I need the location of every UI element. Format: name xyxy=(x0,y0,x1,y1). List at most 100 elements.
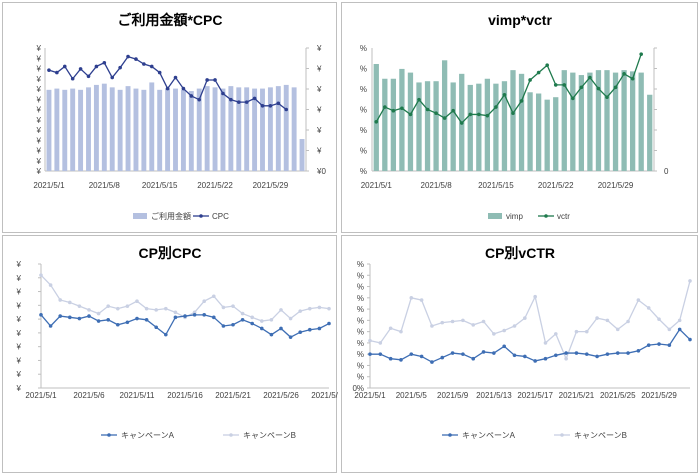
bar-ご利用金額 xyxy=(141,89,147,171)
point-キャンペーンB xyxy=(605,318,610,323)
point-キャンペーンB xyxy=(68,300,72,305)
point-キャンペーンB xyxy=(677,318,682,323)
point-キャンペーンA xyxy=(688,337,692,342)
bar-vimp xyxy=(382,78,388,171)
y-tick-label: % xyxy=(357,328,364,337)
point-キャンペーンB xyxy=(308,306,312,311)
point-キャンペーンA xyxy=(615,351,620,355)
point-キャンペーンB xyxy=(481,319,486,324)
point-キャンペーンA xyxy=(77,316,82,321)
point-キャンペーンA xyxy=(471,356,476,361)
point-キャンペーンA xyxy=(144,318,149,322)
bar-vimp xyxy=(587,72,593,171)
point-キャンペーンA xyxy=(116,322,120,327)
point-キャンペーンA xyxy=(430,360,434,364)
chart-panel-spend-cpc: ご利用金額*CPC ¥ ¥ ¥ ¥ ¥ ¥ ¥ ¥ ¥ ¥ ¥ ¥ ¥ ¥ ¥ ¥ ¥ ¥ ¥ ¥0 2021/5/1 20… xyxy=(2,2,337,233)
y-left-tick-label: % xyxy=(360,44,367,53)
point-vctr xyxy=(400,106,404,111)
x-tick-label: 2021/5/26 xyxy=(263,391,299,400)
point-キャンペーンB xyxy=(502,328,506,333)
y-left-tick-label: % xyxy=(360,147,367,156)
point-キャンペーンB xyxy=(450,319,455,324)
point-CPC xyxy=(110,75,115,80)
y-left-tick-label: ¥ xyxy=(36,147,42,156)
bar-vimp xyxy=(578,75,585,171)
bar-vimp xyxy=(561,70,567,171)
point-キャンペーンA xyxy=(595,354,599,359)
bar-ご利用金額 xyxy=(196,88,202,171)
x-tick-label: 2021/5/5 xyxy=(396,391,428,400)
x-tick-label: 2021/5/8 xyxy=(421,181,453,190)
point-キャンペーンA xyxy=(202,313,206,317)
point-キャンペーンA xyxy=(164,332,168,337)
bar-vimp xyxy=(621,70,627,171)
point-キャンペーンB xyxy=(440,320,445,325)
y-tick-label: % xyxy=(357,339,364,348)
y-left-tick-label: ¥ xyxy=(36,95,42,104)
point-キャンペーンB xyxy=(48,283,53,287)
y-left-tick-label: % xyxy=(360,167,367,176)
point-vctr xyxy=(434,111,438,115)
point-キャンペーンA xyxy=(173,315,178,320)
point-キャンペーンB xyxy=(327,306,331,311)
bar-vimp xyxy=(604,70,610,171)
x-tick-label: 2021/5/1 xyxy=(33,181,65,190)
point-キャンペーンB xyxy=(58,298,62,302)
y-tick-label: % xyxy=(357,260,364,269)
point-vctr xyxy=(519,99,524,103)
line-vctr xyxy=(375,53,642,125)
point-キャンペーンB xyxy=(202,299,206,303)
point-キャンペーンA xyxy=(250,321,254,326)
point-CPC xyxy=(126,54,130,59)
x-tick-label: 2021/5/6 xyxy=(73,391,105,400)
bar-vimp xyxy=(476,83,482,171)
point-キャンペーンA xyxy=(58,314,62,318)
bar-ご利用金額 xyxy=(173,88,178,171)
chart-panel-vimp-vctr: vimp*vctr%%%%%%% 0 2021/5/1 2021/5/8 2021/5/… xyxy=(341,2,698,233)
point-CPC xyxy=(189,94,194,98)
y-tick-label: % xyxy=(357,373,364,382)
point-CPC xyxy=(284,107,289,112)
x-tick-label: 2021/5/21 xyxy=(215,391,251,400)
legend-label: キャンペーンA xyxy=(462,431,516,440)
point-キャンペーンB xyxy=(615,327,620,332)
legend-label: vctr xyxy=(557,212,570,221)
x-tick-label: 2021/5/31 xyxy=(311,391,338,400)
point-vctr xyxy=(639,52,643,56)
point-キャンペーンA xyxy=(512,353,517,358)
point-キャンペーンA xyxy=(327,321,331,326)
chart-title: vimp*vctr xyxy=(488,12,552,28)
bar-ご利用金額 xyxy=(299,139,305,171)
point-キャンペーンB xyxy=(116,306,120,311)
bar-vimp xyxy=(612,72,619,171)
point-CPC xyxy=(47,68,51,72)
bar-ご利用金額 xyxy=(252,88,258,171)
legend-swatch-marker xyxy=(448,433,452,437)
point-vctr xyxy=(553,83,558,87)
point-キャンペーンB xyxy=(667,327,672,332)
point-vctr xyxy=(383,105,387,109)
point-キャンペーンA xyxy=(667,343,672,347)
point-vctr xyxy=(442,116,447,120)
y-tick-label: ¥ xyxy=(16,274,22,283)
point-キャンペーンB xyxy=(298,309,303,313)
point-vctr xyxy=(545,63,549,68)
point-キャンペーンB xyxy=(240,311,245,316)
chart-title: CP別vCTR xyxy=(485,245,555,261)
y-left-tick-label: % xyxy=(360,106,367,115)
bar-vimp xyxy=(595,70,602,171)
point-CPC xyxy=(142,62,146,66)
bar-ご利用金額 xyxy=(283,84,289,171)
point-vctr xyxy=(605,95,609,99)
point-キャンペーンA xyxy=(584,352,589,356)
bar-vimp xyxy=(390,78,397,171)
bar-vimp xyxy=(501,81,508,171)
y-tick-label: ¥ xyxy=(16,384,22,393)
legend-label: ご利用金額 xyxy=(151,211,191,221)
point-キャンペーンB xyxy=(554,332,558,336)
legend-swatch-marker xyxy=(544,214,548,218)
bar-ご利用金額 xyxy=(117,89,123,171)
x-tick-label: 2021/5/29 xyxy=(253,181,289,190)
chart-vimp-vctr: vimp*vctr%%%%%%% 0 2021/5/1 2021/5/8 2021/5/… xyxy=(360,12,669,221)
bar-vimp xyxy=(570,72,576,171)
